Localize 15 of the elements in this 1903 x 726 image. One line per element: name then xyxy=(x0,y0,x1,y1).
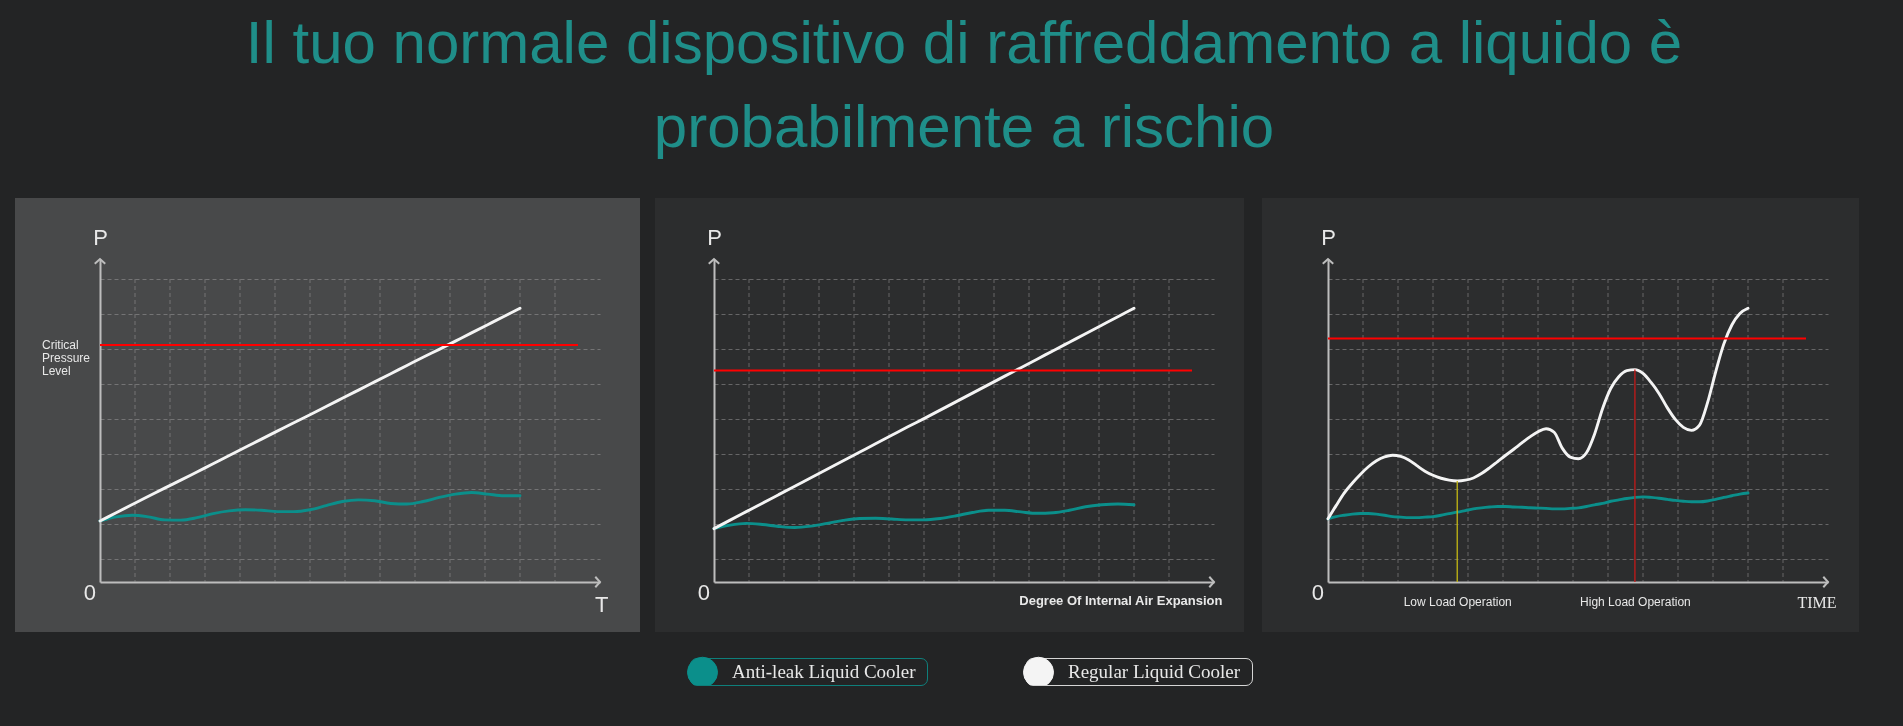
y-axis-title: P xyxy=(93,224,108,250)
legend-label: Anti-leak Liquid Cooler xyxy=(732,661,917,683)
y-axis-title: P xyxy=(707,224,722,250)
annotation: 0 xyxy=(697,580,710,605)
annotation: 0 xyxy=(1311,580,1324,605)
annotation: 0 xyxy=(83,580,96,605)
legend-label: Regular Liquid Cooler xyxy=(1068,661,1241,683)
y-axis-title: P xyxy=(1321,224,1336,250)
x-tick-label: High Load Operation xyxy=(1580,594,1691,609)
x-axis-title: T xyxy=(595,591,609,617)
x-tick-label: Low Load Operation xyxy=(1403,594,1512,609)
x-axis-title: Degree Of Internal Air Expansion xyxy=(1019,592,1223,608)
x-axis-title: TIME xyxy=(1797,593,1837,611)
ref-line-label: Critical Pressure Level xyxy=(42,337,91,378)
chart-title: Il tuo normale dispositivo di raffreddamento a liquido è probabilmente a rischio xyxy=(245,9,1683,160)
